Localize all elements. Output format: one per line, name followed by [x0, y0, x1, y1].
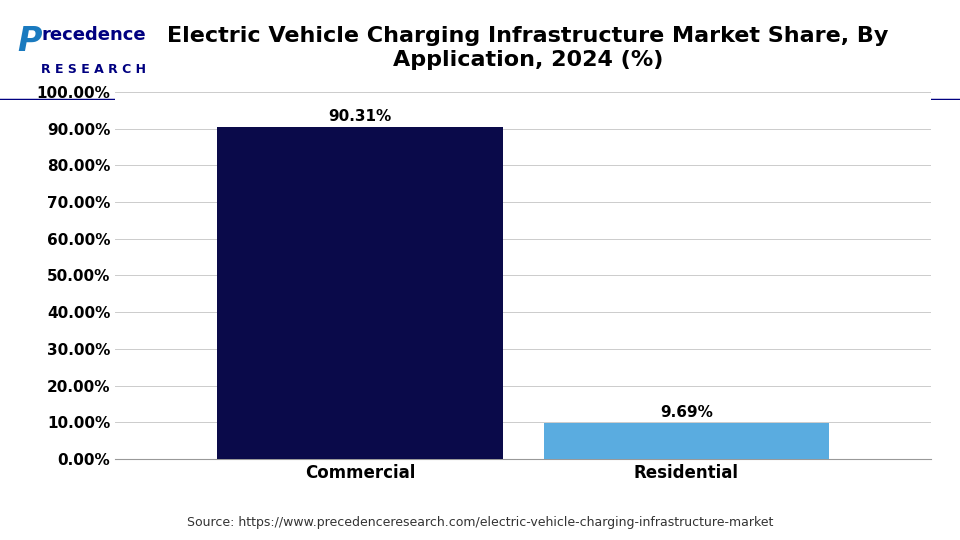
- Bar: [543, 423, 829, 459]
- Bar: [217, 127, 503, 459]
- Text: Source: https://www.precedenceresearch.com/electric-vehicle-charging-infrastruct: Source: https://www.precedenceresearch.c…: [187, 516, 773, 529]
- Text: 90.31%: 90.31%: [328, 109, 392, 124]
- Text: recedence: recedence: [41, 26, 146, 44]
- Text: P: P: [17, 25, 42, 58]
- Text: R E S E A R C H: R E S E A R C H: [41, 63, 146, 77]
- Text: 9.69%: 9.69%: [660, 405, 713, 420]
- Text: Electric Vehicle Charging Infrastructure Market Share, By
Application, 2024 (%): Electric Vehicle Charging Infrastructure…: [167, 26, 889, 70]
